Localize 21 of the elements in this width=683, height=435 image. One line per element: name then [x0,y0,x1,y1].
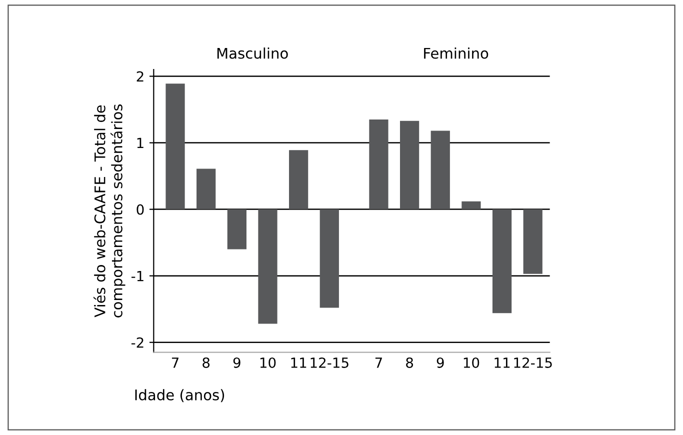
x-tick-label: 11 [494,358,510,368]
x-tick-label: 7 [172,358,178,368]
x-tick-label: 12-15 [310,357,348,368]
x-tick-label: 10 [260,357,276,368]
y-tick-label: 0 [136,204,144,215]
x-tick-label: 10 [464,357,480,368]
x-tick-label: 12-15 [514,357,552,368]
y-tick-label: -1 [131,270,144,282]
x-tick-label: 11 [291,358,306,368]
x-tick-label: 9 [233,357,240,368]
y-axis-title: Viés do web-CAAFE - Total de comportamentos sedentários [94,104,126,318]
x-axis-title: Idade (anos) [135,389,224,402]
text: Feminino [424,48,488,59]
y-tick-label: 1 [137,138,144,148]
text: Masculino [217,48,288,59]
x-tick-label: 8 [202,357,210,368]
x-tick-label: 9 [436,357,444,368]
y-tick-label: 2 [136,71,144,82]
x-tick-label: 8 [406,357,414,368]
x-tick-label: 7 [375,358,382,368]
y-tick-label: -2 [131,337,144,348]
